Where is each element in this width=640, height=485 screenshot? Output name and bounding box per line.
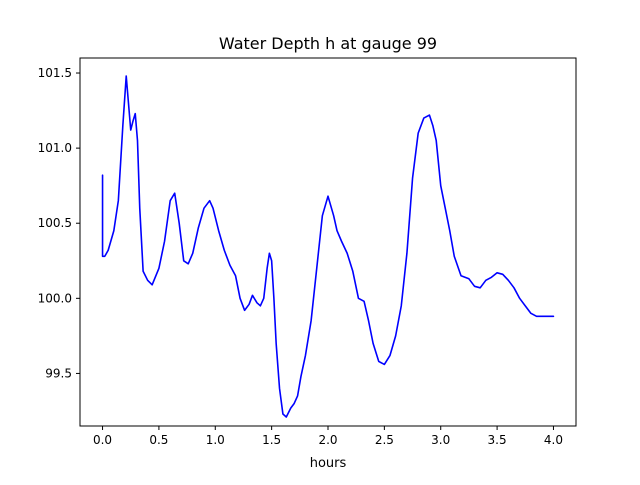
x-tick-label: 3.0 bbox=[431, 433, 450, 447]
x-tick-label: 2.5 bbox=[375, 433, 394, 447]
y-tick-label: 100.0 bbox=[38, 291, 72, 305]
series-line-0 bbox=[101, 75, 555, 418]
y-tick-label: 99.5 bbox=[45, 366, 72, 380]
y-tick-label: 100.5 bbox=[38, 216, 72, 230]
x-axis-label: hours bbox=[310, 456, 347, 471]
x-tick-label: 0.5 bbox=[149, 433, 168, 447]
y-tick-label: 101.0 bbox=[38, 141, 72, 155]
x-tick-label: 1.5 bbox=[262, 433, 281, 447]
x-tick-label: 0.0 bbox=[93, 433, 112, 447]
y-axis: 99.5 100.0 100.5 101.0 101.5 bbox=[38, 66, 80, 380]
plot-area bbox=[101, 75, 555, 418]
chart-title: Water Depth h at gauge 99 bbox=[219, 34, 437, 53]
x-axis: 0.0 0.5 1.0 1.5 2.0 2.5 3.0 3.5 4.0 bbox=[93, 426, 563, 447]
x-tick-label: 1.0 bbox=[206, 433, 225, 447]
x-tick-label: 4.0 bbox=[544, 433, 563, 447]
y-tick-label: 101.5 bbox=[38, 66, 72, 80]
x-tick-label: 3.5 bbox=[488, 433, 507, 447]
x-tick-label: 2.0 bbox=[318, 433, 337, 447]
